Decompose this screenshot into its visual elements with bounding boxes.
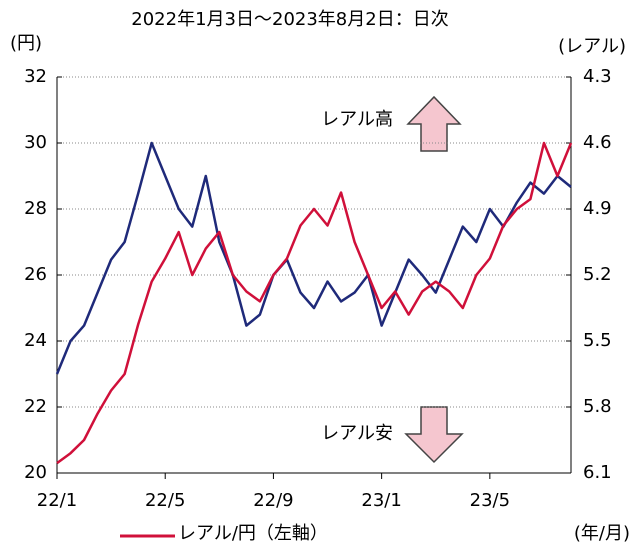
y-tick-label: 22 xyxy=(24,396,47,417)
x-tick-label: 23/1 xyxy=(361,490,401,511)
y2-tick-label: 4.6 xyxy=(583,132,612,153)
legend-label: レアル/円（左軸） xyxy=(178,523,328,544)
y-axis-label: (円) xyxy=(10,33,42,54)
series-line xyxy=(55,141,572,375)
y2-tick-label: 4.3 xyxy=(583,66,612,87)
x-tick-label: 22/9 xyxy=(253,490,293,511)
y2-axis-label: (レアル) xyxy=(558,36,626,57)
y-tick-label: 28 xyxy=(24,198,47,219)
up-arrow xyxy=(406,95,462,152)
series-line xyxy=(56,141,573,465)
x-tick-label: 23/5 xyxy=(470,490,510,511)
down-arrow xyxy=(404,406,464,464)
y-tick-label: 20 xyxy=(24,462,47,483)
y2-tick-label: 4.9 xyxy=(583,198,612,219)
chart-title: 2022年1月3日～2023年8月2日：日次 xyxy=(131,9,448,30)
y2-tick-label: 5.8 xyxy=(583,396,612,417)
y-tick-label: 32 xyxy=(24,66,47,87)
y-tick-label: 30 xyxy=(24,132,47,153)
x-axis-label: (年/月) xyxy=(574,523,630,544)
annotation: レアル安 xyxy=(321,423,393,444)
y2-tick-label: 5.2 xyxy=(583,264,612,285)
y-tick-label: 24 xyxy=(24,330,47,351)
y2-tick-label: 5.5 xyxy=(583,330,612,351)
annotation: レアル高 xyxy=(321,109,393,130)
y2-tick-label: 6.1 xyxy=(583,462,612,483)
x-tick-label: 22/5 xyxy=(145,490,185,511)
x-tick-label: 22/1 xyxy=(37,490,77,511)
y-tick-label: 26 xyxy=(24,264,47,285)
